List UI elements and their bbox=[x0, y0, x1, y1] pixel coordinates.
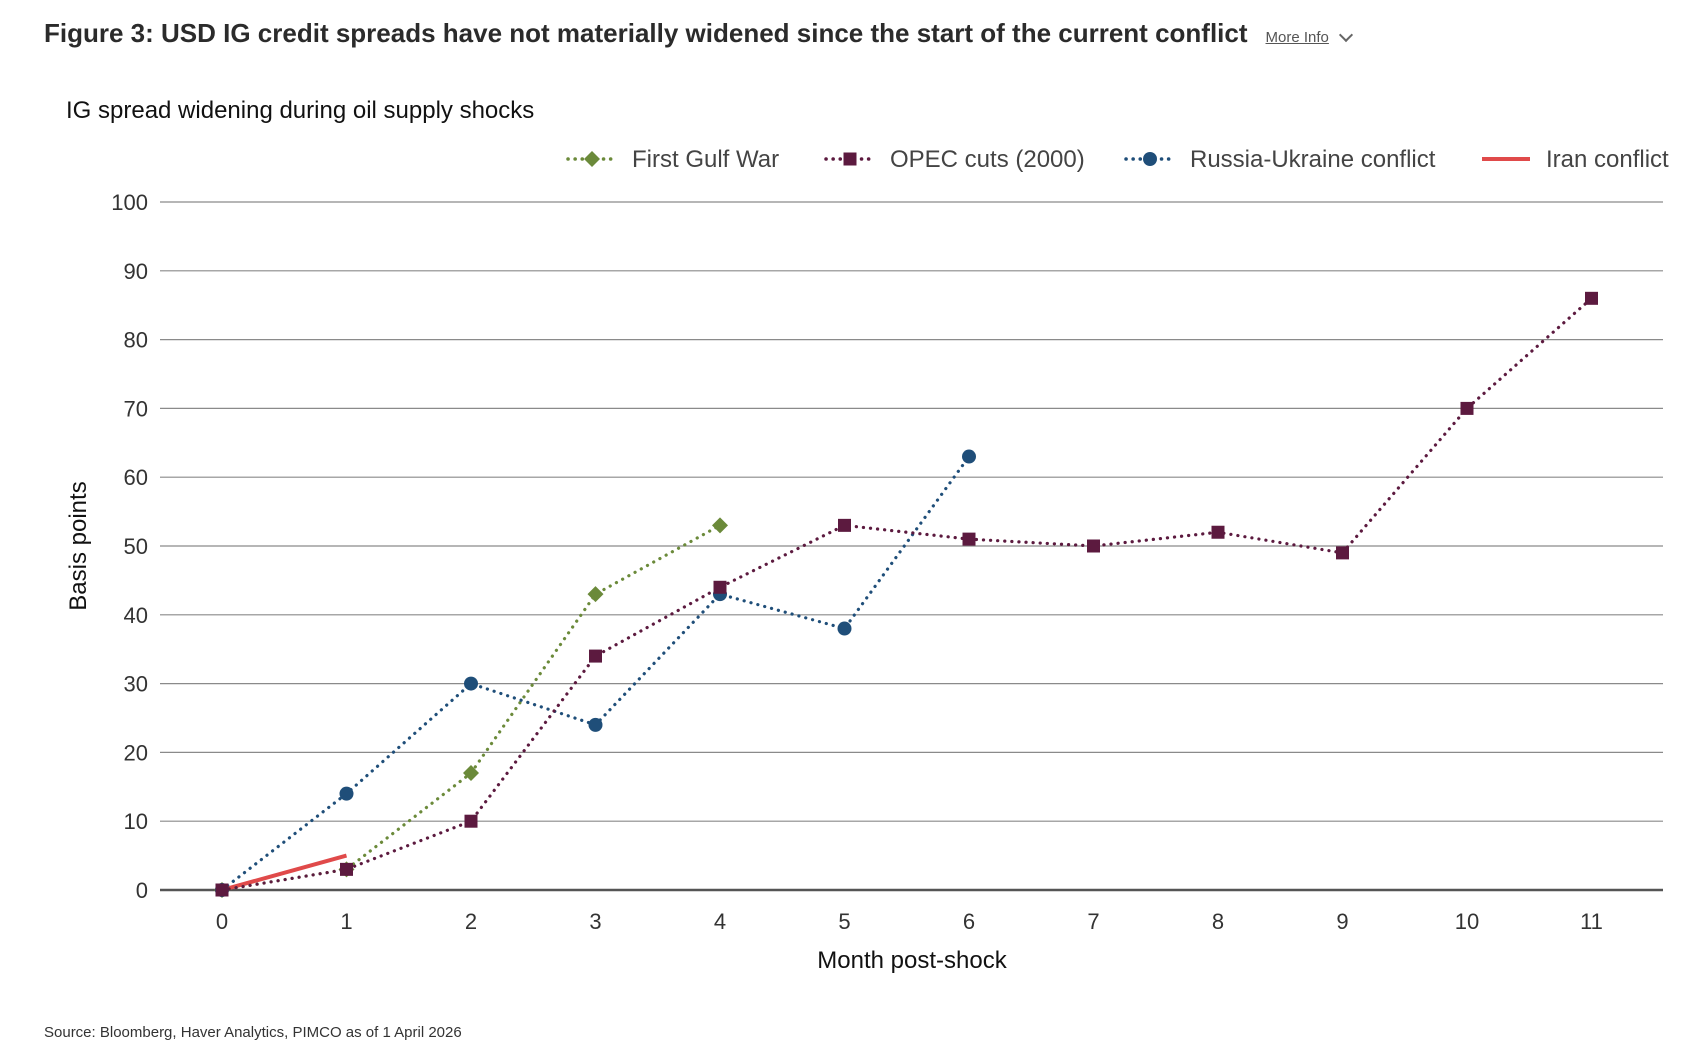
y-tick-label: 80 bbox=[124, 328, 148, 353]
y-tick-label: 60 bbox=[124, 465, 148, 490]
more-info-label: More Info bbox=[1265, 29, 1329, 46]
data-point-russia-ukraine-conflict bbox=[464, 676, 478, 691]
y-tick-label: 50 bbox=[124, 534, 148, 559]
data-point-opec-cuts-2000 bbox=[1211, 525, 1225, 539]
source-note: Source: Bloomberg, Haver Analytics, PIMC… bbox=[44, 1024, 462, 1041]
data-point-opec-cuts-2000 bbox=[713, 580, 727, 594]
x-tick-label: 10 bbox=[1455, 909, 1479, 934]
x-tick-label: 4 bbox=[714, 909, 726, 934]
x-tick-label: 9 bbox=[1336, 909, 1348, 934]
data-point-russia-ukraine-conflict bbox=[962, 449, 976, 464]
y-tick-label: 40 bbox=[124, 603, 148, 628]
legend-label-first-gulf-war: First Gulf War bbox=[632, 146, 779, 173]
legend-label-russia-ukraine-conflict: Russia-Ukraine conflict bbox=[1190, 146, 1436, 173]
legend-marker-first-gulf-war bbox=[584, 151, 600, 167]
data-point-opec-cuts-2000 bbox=[215, 883, 229, 897]
series-line-opec-cuts-2000 bbox=[220, 296, 1594, 892]
x-tick-label: 11 bbox=[1580, 909, 1603, 934]
series-line-first-gulf-war bbox=[220, 523, 722, 892]
chart-title: IG spread widening during oil supply sho… bbox=[66, 97, 534, 124]
x-tick-label: 3 bbox=[589, 909, 601, 934]
y-tick-label: 30 bbox=[124, 672, 148, 697]
x-tick-label: 1 bbox=[340, 909, 352, 934]
more-info-button[interactable]: More Info bbox=[1265, 27, 1353, 46]
data-point-opec-cuts-2000 bbox=[838, 518, 851, 532]
y-axis-label: Basis points bbox=[65, 481, 92, 610]
data-point-first-gulf-war bbox=[587, 586, 604, 603]
y-tick-label: 20 bbox=[124, 740, 148, 765]
data-point-russia-ukraine-conflict bbox=[837, 621, 852, 636]
figure-header: Figure 3: USD IG credit spreads have not… bbox=[44, 18, 1353, 49]
x-tick-label: 7 bbox=[1087, 909, 1099, 934]
data-point-opec-cuts-2000 bbox=[1460, 401, 1474, 415]
series-line-iran-conflict bbox=[221, 853, 348, 892]
data-point-opec-cuts-2000 bbox=[1087, 539, 1100, 553]
y-tick-label: 10 bbox=[124, 809, 148, 834]
y-tick-label: 100 bbox=[111, 190, 148, 215]
legend-marker-russia-ukraine-conflict bbox=[1143, 152, 1157, 166]
legend-label-iran-conflict: Iran conflict bbox=[1546, 146, 1669, 173]
data-point-opec-cuts-2000 bbox=[1585, 291, 1598, 305]
x-tick-label: 2 bbox=[465, 909, 477, 934]
data-point-russia-ukraine-conflict bbox=[588, 717, 603, 732]
data-point-russia-ukraine-conflict bbox=[339, 786, 354, 801]
line-chart: IG spread widening during oil supply sho… bbox=[65, 97, 1669, 974]
series-line-russia-ukraine-conflict bbox=[220, 454, 971, 892]
legend-label-opec-cuts-2000: OPEC cuts (2000) bbox=[890, 146, 1085, 173]
x-tick-label: 5 bbox=[838, 909, 850, 934]
legend-marker-opec-cuts-2000 bbox=[843, 152, 857, 166]
data-point-opec-cuts-2000 bbox=[1336, 546, 1349, 560]
data-point-first-gulf-war bbox=[463, 765, 479, 782]
x-tick-label: 0 bbox=[216, 909, 228, 934]
y-tick-label: 90 bbox=[124, 259, 148, 284]
figure-title: Figure 3: USD IG credit spreads have not… bbox=[44, 18, 1248, 48]
y-tick-label: 0 bbox=[136, 878, 148, 903]
data-point-opec-cuts-2000 bbox=[962, 532, 976, 546]
x-tick-label: 8 bbox=[1212, 909, 1224, 934]
data-point-opec-cuts-2000 bbox=[464, 814, 478, 828]
y-tick-label: 70 bbox=[124, 396, 148, 421]
data-point-first-gulf-war bbox=[712, 517, 728, 534]
data-point-opec-cuts-2000 bbox=[340, 862, 353, 876]
data-point-opec-cuts-2000 bbox=[589, 649, 602, 663]
x-tick-label: 6 bbox=[963, 909, 975, 934]
x-axis-label: Month post-shock bbox=[817, 947, 1007, 974]
